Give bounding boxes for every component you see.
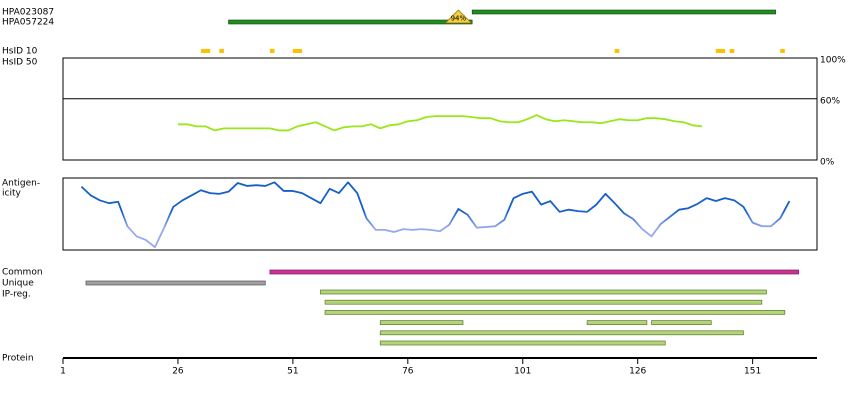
antibody-bar <box>471 9 776 15</box>
antigenicity-label: icity <box>2 189 21 199</box>
hsid-mark <box>715 49 726 53</box>
y-tick-label: 60% <box>820 96 840 106</box>
feature-label: Unique <box>2 279 34 289</box>
feature-bar <box>379 320 464 325</box>
overlap-marker <box>444 9 473 24</box>
antibody-label: HPA023087 <box>2 8 54 18</box>
antibody-bar <box>228 19 473 25</box>
hsid-mark <box>614 49 620 53</box>
similarity-frame <box>62 57 818 161</box>
hsid-mark <box>269 49 275 53</box>
x-tick-label: 151 <box>744 367 761 377</box>
y-tick-label: 0% <box>820 158 835 168</box>
hsid-mark <box>200 49 211 53</box>
feature-bar <box>320 289 767 295</box>
feature-bar <box>85 280 266 286</box>
feature-bar <box>379 330 744 336</box>
feature-bar <box>269 269 799 275</box>
hsid-mark <box>219 49 224 53</box>
hsid-mark <box>292 49 303 53</box>
antigenicity-frame <box>62 177 818 251</box>
x-axis-label: Protein <box>2 354 34 364</box>
y-tick-label: 100% <box>820 56 846 66</box>
x-tick-label: 76 <box>402 367 414 377</box>
x-tick-label: 126 <box>629 367 646 377</box>
hsid-mark <box>780 49 785 53</box>
feature-bar <box>379 340 666 346</box>
antigenicity-label: Antigen- <box>2 179 40 189</box>
antibody-label: HPA057224 <box>2 18 54 28</box>
hsid-mark <box>729 49 735 53</box>
x-tick-label: 26 <box>172 367 184 377</box>
hsid-label: HsID 10 <box>2 47 38 57</box>
x-tick-label: 1 <box>60 367 66 377</box>
x-tick-label: 101 <box>514 367 531 377</box>
hsid-label: HsID 50 <box>2 58 38 68</box>
feature-label: Common <box>2 268 43 278</box>
antigenicity-line <box>80 181 791 249</box>
feature-bar <box>651 320 712 325</box>
feature-label: IP-reg. <box>2 290 31 300</box>
feature-bar <box>324 310 786 315</box>
overlap-label: 94% <box>451 15 467 23</box>
feature-bar <box>324 299 763 305</box>
x-tick-label: 51 <box>287 367 298 377</box>
similarity-line <box>177 114 703 132</box>
feature-bar <box>586 320 648 325</box>
